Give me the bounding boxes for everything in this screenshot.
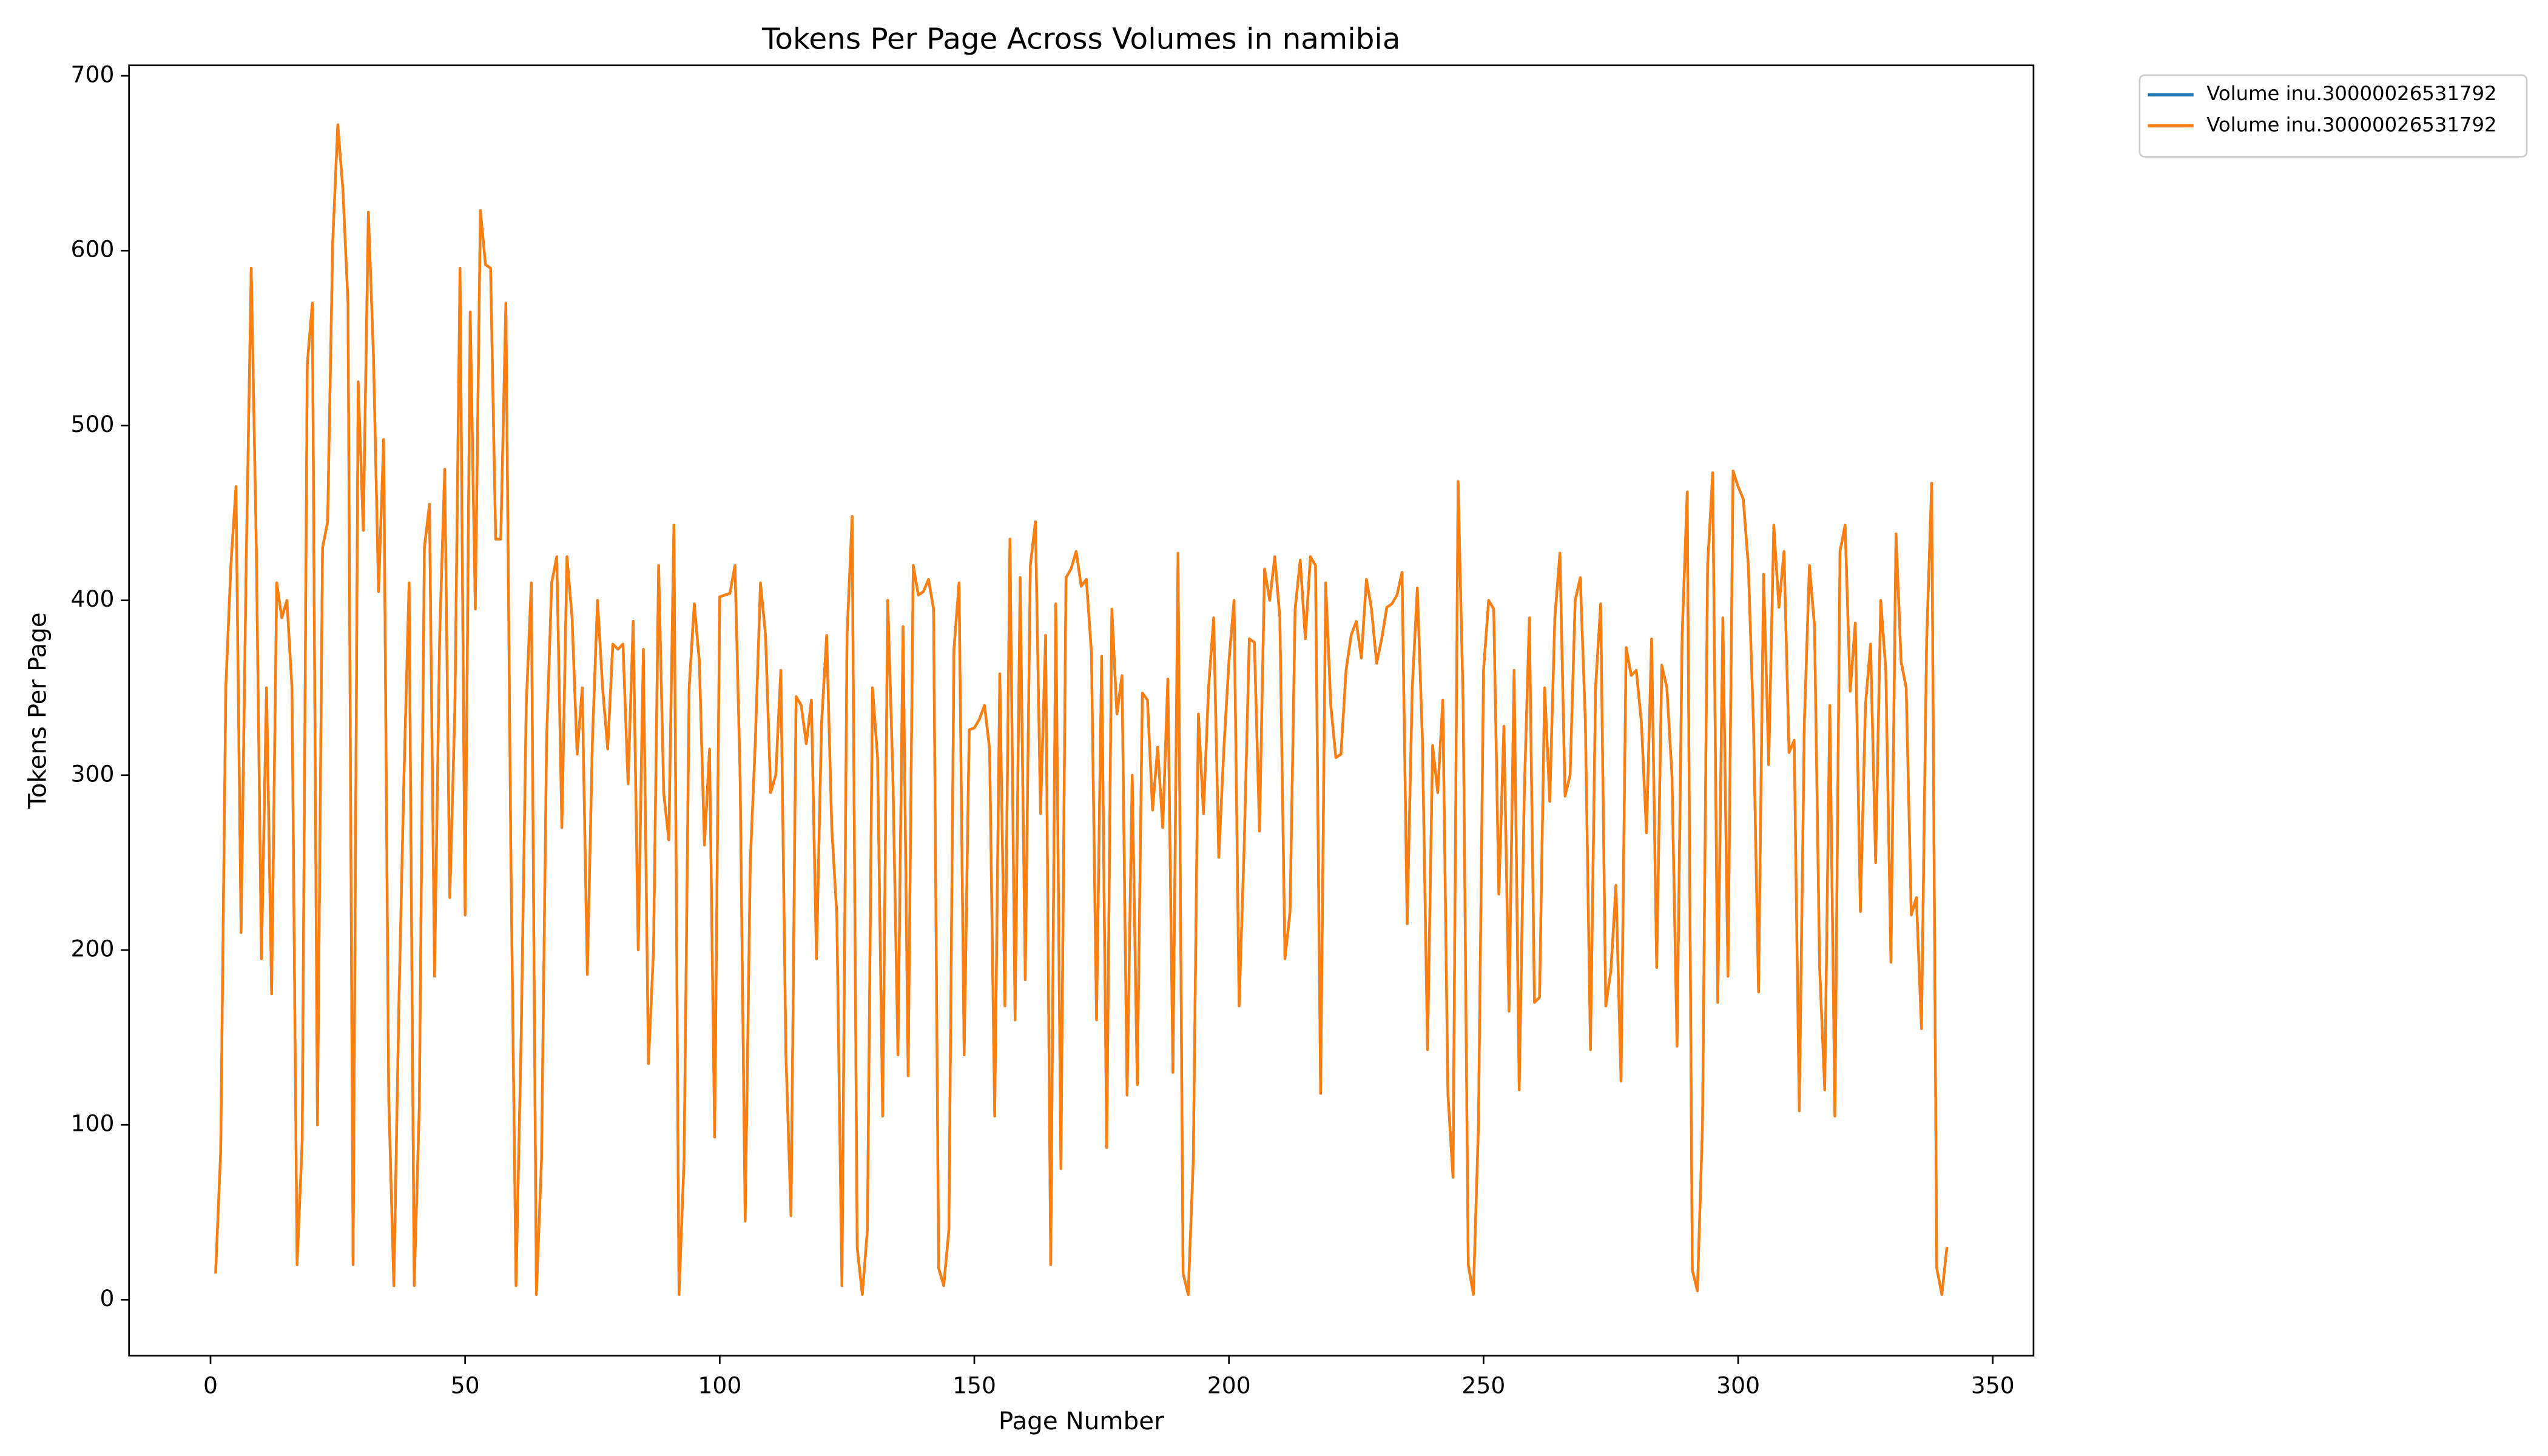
y-tick-label: 500 xyxy=(71,411,115,437)
x-tick-label: 100 xyxy=(698,1372,741,1398)
y-tick-label: 600 xyxy=(71,236,115,263)
y-tick-label: 300 xyxy=(71,760,115,787)
x-tick-label: 350 xyxy=(1971,1372,2015,1398)
y-tick-label: 200 xyxy=(71,935,115,962)
x-tick-label: 50 xyxy=(451,1372,480,1398)
y-axis-label: Tokens Per Page xyxy=(24,612,52,809)
legend: Volume inu.30000026531792 Volume inu.3000… xyxy=(2138,74,2528,158)
y-tick-label: 100 xyxy=(71,1110,115,1137)
y-tick-label: 400 xyxy=(71,585,115,612)
legend-label: Volume inu.30000026531792 xyxy=(2206,82,2496,105)
legend-label: Volume inu.30000026531792 xyxy=(2206,113,2496,136)
y-tick-label: 0 xyxy=(99,1285,114,1312)
plot-area xyxy=(214,123,1949,1296)
axes-frame xyxy=(128,64,2035,1357)
y-tick-label: 700 xyxy=(71,61,115,87)
x-tick-label: 0 xyxy=(203,1372,218,1398)
x-tick-label: 200 xyxy=(1207,1372,1251,1398)
x-axis-label: Page Number xyxy=(999,1407,1164,1435)
x-tick-label: 150 xyxy=(952,1372,996,1398)
chart-title: Tokens Per Page Across Volumes in namibi… xyxy=(761,22,1401,56)
x-tick-label: 250 xyxy=(1461,1372,1505,1398)
legend-frame xyxy=(2138,74,2528,158)
line-series xyxy=(214,123,1949,1296)
x-tick-label: 300 xyxy=(1716,1372,1760,1398)
